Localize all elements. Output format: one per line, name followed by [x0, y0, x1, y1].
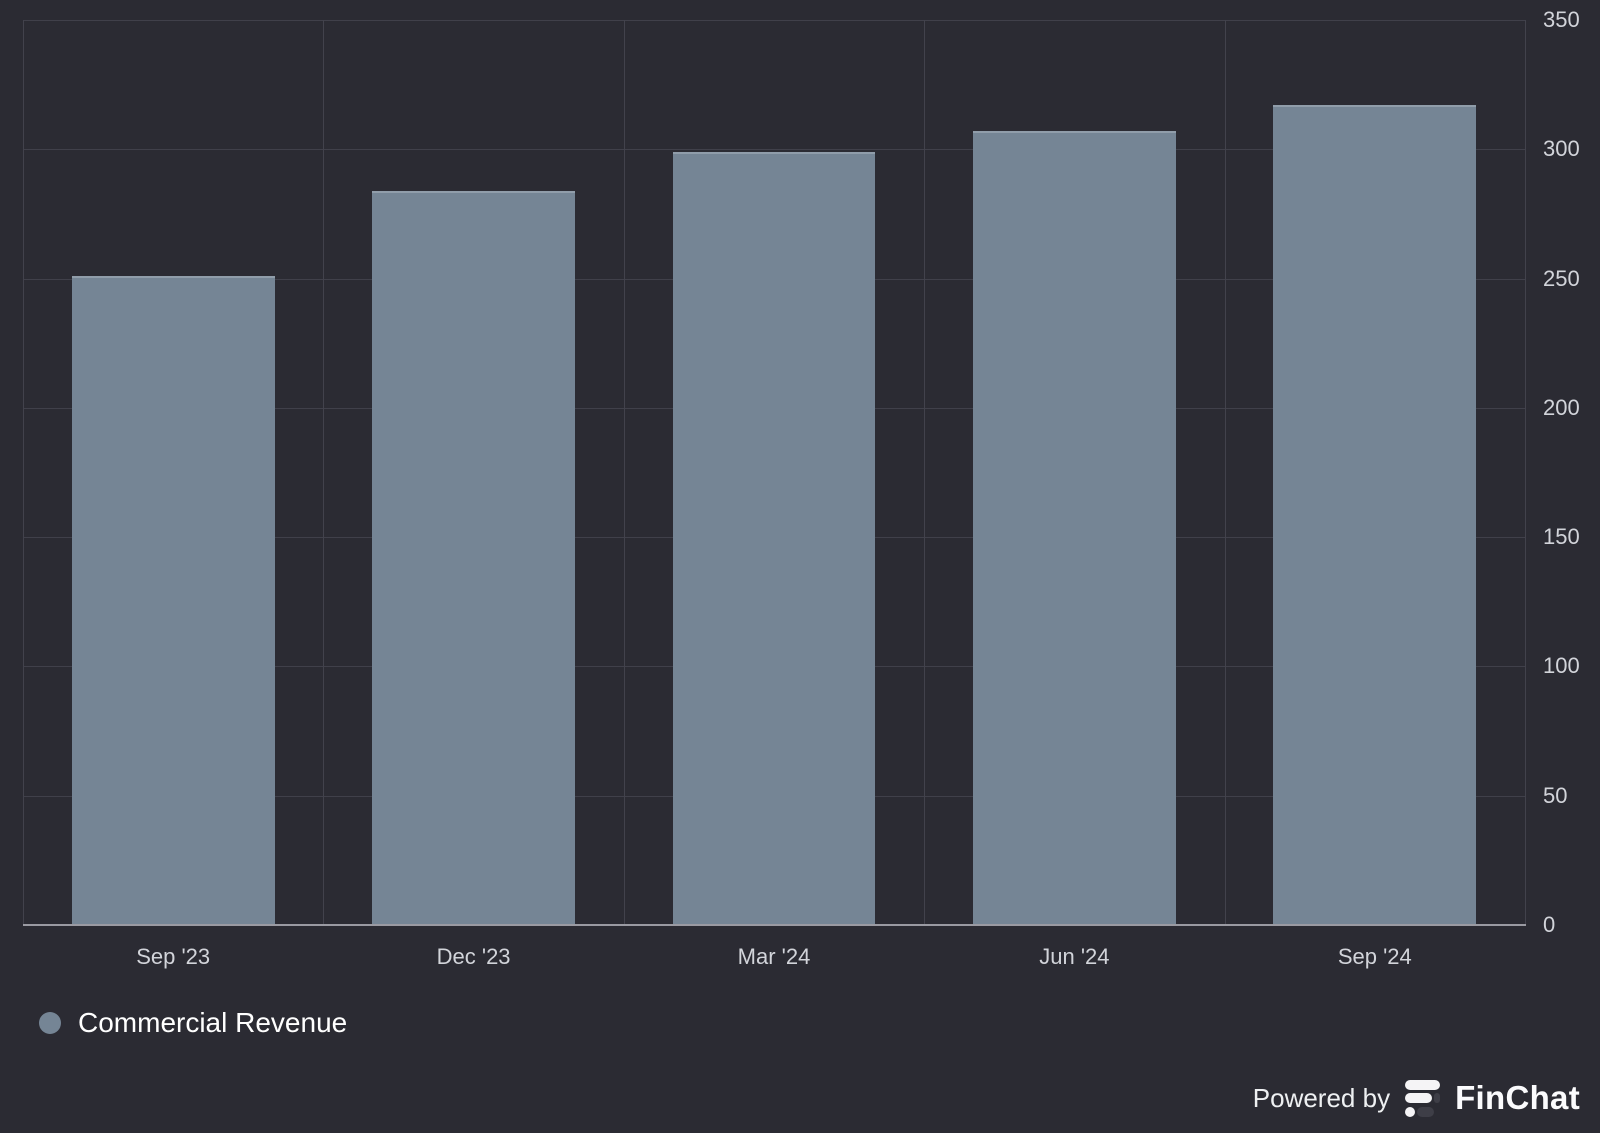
- x-axis-tick-label: Dec '23: [436, 944, 511, 969]
- vertical-gridline: [323, 20, 325, 925]
- x-axis-tick-label: Sep '23: [136, 944, 211, 969]
- horizontal-gridline: [23, 149, 1525, 151]
- legend-label: Commercial Revenue: [78, 1007, 348, 1038]
- powered-by-label: Powered by: [1252, 1082, 1391, 1113]
- vertical-gridline: [1525, 20, 1526, 925]
- x-axis-tick-label: Mar '24: [737, 944, 811, 969]
- y-axis-tick-label: 50: [1543, 782, 1568, 808]
- vertical-gridline: [23, 20, 24, 925]
- y-axis-tick-label: 350: [1543, 7, 1580, 32]
- vertical-gridline: [924, 20, 926, 925]
- bar-sep24[interactable]: [1273, 105, 1477, 925]
- vertical-gridline: [623, 20, 625, 925]
- powered-by-finchat[interactable]: Powered by FinChat: [1253, 1079, 1580, 1117]
- legend-item-commercial-revenue[interactable]: Commercial Revenue: [39, 1007, 347, 1039]
- x-axis-tick-label: Sep '24: [1337, 944, 1412, 969]
- x-axis-tick-label: Jun '24: [1039, 944, 1110, 969]
- finchat-brand-label: FinChat: [1455, 1079, 1580, 1116]
- bar-mar24[interactable]: [672, 151, 876, 925]
- y-axis-tick-label: 0: [1543, 912, 1556, 937]
- finchat-logo-icon: [1405, 1079, 1441, 1117]
- bar-jun24[interactable]: [973, 131, 1176, 925]
- bar-sep23[interactable]: [71, 275, 275, 925]
- vertical-gridline: [1224, 20, 1226, 925]
- horizontal-gridline: [23, 20, 1525, 21]
- bar-dec23[interactable]: [372, 190, 575, 925]
- y-axis-tick-label: 250: [1543, 265, 1580, 291]
- y-axis-tick-label: 150: [1543, 524, 1580, 550]
- y-axis-tick-label: 200: [1543, 394, 1580, 420]
- y-axis-tick-label: 100: [1543, 653, 1580, 679]
- x-axis-line: [23, 924, 1526, 926]
- legend-marker-circle-icon: [39, 1012, 61, 1034]
- y-axis-tick-label: 300: [1543, 136, 1580, 162]
